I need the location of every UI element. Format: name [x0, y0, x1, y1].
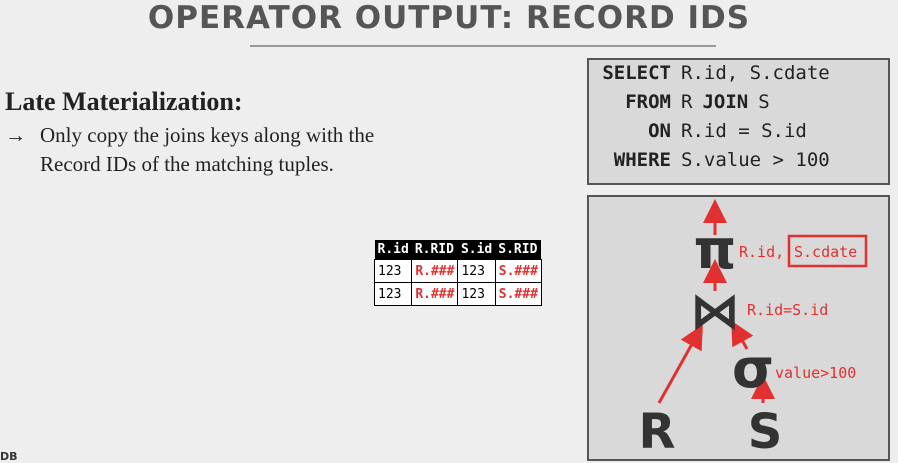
sql-line: FROM R JOIN S [589, 91, 770, 119]
column-header: R.id [374, 240, 412, 260]
sql-keyword: ON [648, 120, 671, 142]
relation-s: S [748, 404, 783, 460]
selection-symbol: σ [732, 337, 774, 400]
table-cell: R.### [411, 259, 459, 283]
title-rule [250, 45, 716, 47]
selection-label: value>100 [775, 364, 856, 382]
sql-keyword: FROM [625, 91, 671, 113]
sql-line: ON R.id = S.id [589, 120, 807, 148]
table-cell: 123 [457, 259, 496, 283]
sql-text: R.id = S.id [681, 120, 807, 142]
column-header: S.RID [495, 240, 542, 260]
bullet-text: Record IDs of the matching tuples. [40, 152, 334, 176]
table-row: 123 R.### 123 S.### [373, 259, 542, 283]
sql-keyword: SELECT [602, 62, 671, 84]
projection-symbol: π [694, 218, 737, 281]
slide-title: OPERATOR OUTPUT: RECORD IDS [147, 0, 751, 36]
sql-box: SELECT R.id, S.cdate FROM R JOIN S ON R.id = S.… [587, 58, 890, 185]
sql-text: S [758, 91, 770, 113]
heading: Late Materialization: [5, 87, 243, 116]
projection-highlight: S.cdate [794, 243, 857, 261]
table-body: 123 R.### 123 S.### 123 R.### 123 S.### [373, 259, 542, 306]
sql-text: S.value > 100 [681, 149, 830, 171]
table-cell: 123 [373, 282, 413, 306]
bullet-marker: → [5, 123, 26, 147]
plan-arrows [657, 199, 775, 404]
table-row: 123 R.### 123 S.### [373, 282, 542, 306]
join-symbol: ⋈ [690, 282, 740, 340]
column-header: S.id [457, 240, 496, 260]
table-cell: S.### [494, 259, 542, 283]
sql-keyword: JOIN [702, 91, 749, 113]
sql-line: SELECT R.id, S.cdate [589, 62, 830, 90]
sql-line: WHERE S.value > 100 [589, 149, 830, 177]
footer: DB [0, 450, 18, 463]
table-cell: S.### [494, 282, 542, 306]
table-cell: 123 [373, 259, 413, 283]
sql-text: R [681, 91, 693, 113]
sql-text: R.id, S.cdate [681, 62, 830, 84]
relation-r: R [639, 404, 676, 460]
sql-keyword: WHERE [613, 149, 671, 171]
table-cell: 123 [457, 282, 496, 306]
highlight-box [787, 234, 868, 268]
rid-table: R.id R.RID S.id S.RID 123 R.### 123 S.### 123 R.… [373, 240, 542, 306]
join-label: R.id=S.id [747, 301, 828, 319]
projection-label: R.id, [739, 243, 784, 261]
table-cell: R.### [411, 282, 459, 306]
table-header: R.id R.RID S.id S.RID [374, 240, 542, 260]
query-plan: π ⋈ σ R S R.id, S.cdate R.id=S.id value>… [587, 195, 890, 461]
bullet-text: Only copy the joins keys along with the [40, 123, 375, 147]
column-header: R.RID [411, 240, 458, 260]
